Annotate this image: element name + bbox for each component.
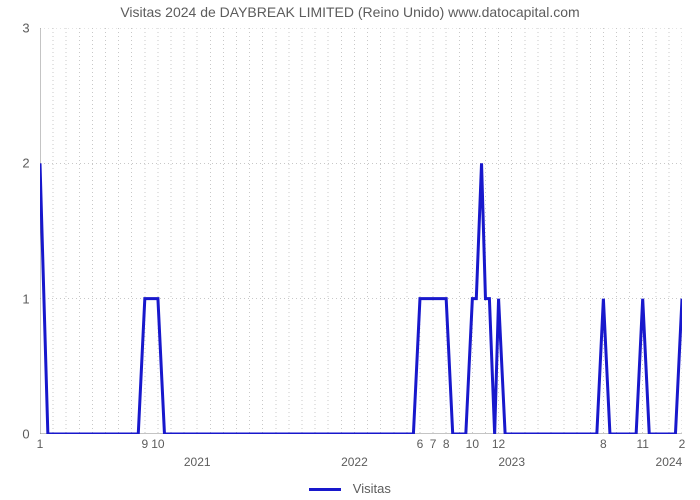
- x-year-label: 2024: [656, 455, 683, 469]
- x-year-label: 2023: [498, 455, 525, 469]
- x-tick-label: 10: [151, 437, 164, 451]
- legend-label: Visitas: [353, 481, 391, 496]
- x-tick-label: 2: [679, 437, 686, 451]
- y-tick-label: 2: [22, 156, 29, 171]
- x-tick-label: 10: [466, 437, 479, 451]
- plot-area: [40, 28, 682, 434]
- x-tick-label: 12: [492, 437, 505, 451]
- x-tick-label: 6: [417, 437, 424, 451]
- x-year-label: 2021: [184, 455, 211, 469]
- plot-svg: [40, 28, 682, 434]
- x-tick-label: 8: [443, 437, 450, 451]
- x-tick-label: 11: [636, 437, 648, 451]
- legend: Visitas: [0, 481, 700, 496]
- y-tick-label: 1: [22, 291, 29, 306]
- y-tick-label: 3: [22, 21, 29, 36]
- legend-swatch: [309, 488, 341, 491]
- visits-chart: Visitas 2024 de DAYBREAK LIMITED (Reino …: [0, 0, 700, 500]
- x-tick-label: 8: [600, 437, 607, 451]
- y-tick-label: 0: [22, 427, 29, 442]
- x-tick-label: 9: [141, 437, 148, 451]
- x-year-label: 2022: [341, 455, 368, 469]
- x-tick-label: 7: [430, 437, 437, 451]
- chart-title: Visitas 2024 de DAYBREAK LIMITED (Reino …: [0, 4, 700, 20]
- x-tick-label: 1: [37, 437, 44, 451]
